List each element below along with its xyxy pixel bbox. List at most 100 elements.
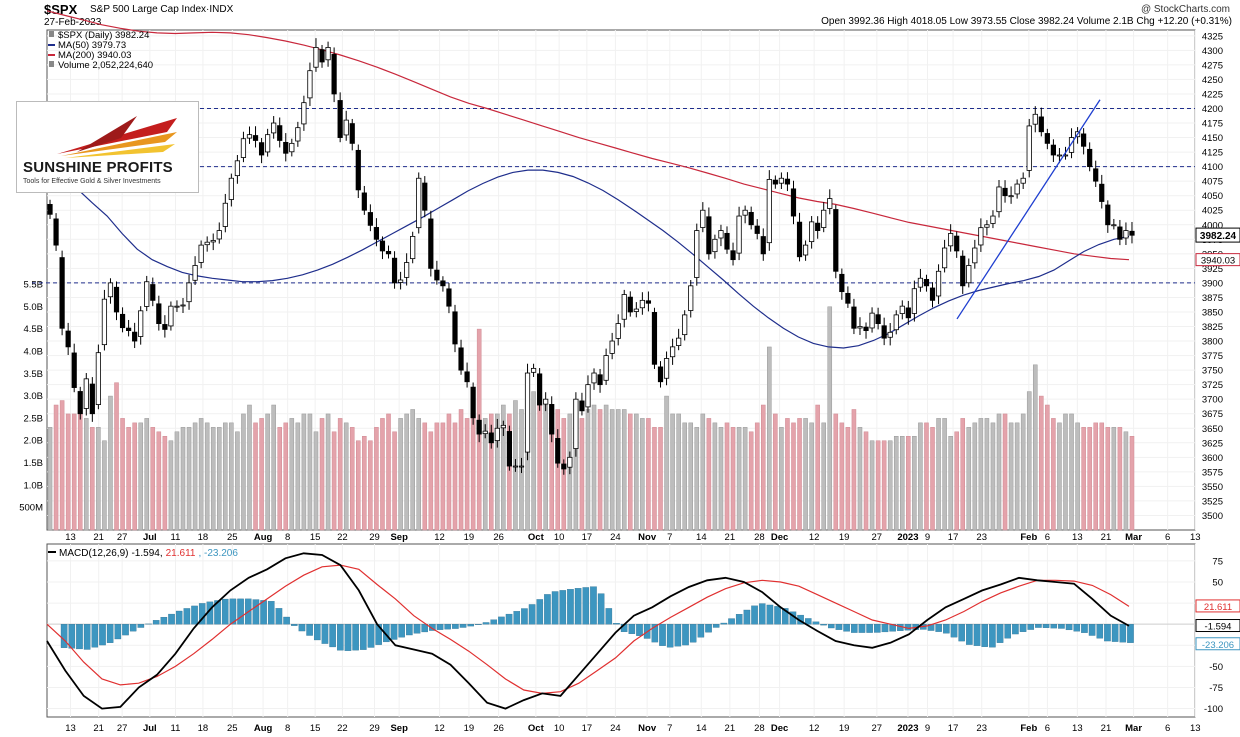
macd-legend-entry: MACD(12,26,9) bbox=[59, 548, 128, 559]
macd-histogram-bar bbox=[1096, 624, 1104, 639]
macd-histogram-bar bbox=[950, 624, 958, 638]
volume-bar bbox=[482, 418, 488, 531]
candle-body bbox=[1093, 168, 1099, 182]
volume-tick-label: 2.5B bbox=[23, 413, 43, 424]
macd-histogram-bar bbox=[1012, 624, 1019, 635]
volume-bar bbox=[301, 413, 307, 531]
macd-histogram-bar bbox=[935, 624, 942, 632]
x-axis-label: 13 bbox=[1190, 723, 1201, 734]
candle-body bbox=[494, 427, 500, 442]
x-axis-label: 12 bbox=[434, 723, 445, 734]
price-tick-label: 4250 bbox=[1202, 75, 1223, 86]
x-axis-label: 15 bbox=[310, 532, 321, 543]
volume-bar bbox=[924, 422, 929, 531]
volume-bar bbox=[615, 409, 621, 531]
volume-bar bbox=[132, 422, 137, 531]
candle-body bbox=[1099, 183, 1105, 202]
macd-histogram-bar bbox=[152, 620, 160, 625]
volume-bar bbox=[374, 427, 379, 531]
volume-bar bbox=[277, 427, 282, 531]
logo-tagline: Tools for Effective Gold & Silver Invest… bbox=[23, 178, 161, 185]
volume-bar bbox=[857, 427, 863, 531]
candle-body bbox=[585, 384, 591, 408]
price-legend-entry: MA(200) 3940.03 bbox=[58, 50, 131, 61]
candle-body bbox=[827, 198, 833, 209]
volume-bar bbox=[168, 440, 174, 531]
volume-bar bbox=[579, 418, 585, 531]
candle-body bbox=[512, 465, 519, 468]
candle-body bbox=[119, 313, 126, 329]
volume-bar bbox=[1051, 418, 1056, 531]
volume-bar bbox=[972, 422, 978, 531]
volume-bar bbox=[156, 431, 162, 531]
macd-histogram-bar bbox=[981, 624, 988, 647]
volume-bar bbox=[930, 427, 935, 531]
macd-histogram-bar bbox=[758, 603, 766, 625]
candle-body bbox=[845, 292, 851, 304]
volume-bar bbox=[356, 440, 361, 531]
volume-bar bbox=[893, 436, 899, 531]
candle-body bbox=[482, 430, 488, 435]
volume-bar bbox=[603, 404, 609, 531]
volume-bar bbox=[688, 422, 694, 531]
x-axis-label: 27 bbox=[117, 723, 128, 734]
x-axis-label: Oct bbox=[528, 723, 545, 734]
price-tick-label: 3625 bbox=[1202, 438, 1223, 449]
macd-histogram-bar bbox=[513, 611, 521, 625]
macd-histogram-bar bbox=[160, 616, 168, 625]
volume-bar bbox=[1099, 422, 1105, 531]
macd-value-box bbox=[1195, 619, 1240, 633]
price-tick-label: 4300 bbox=[1202, 46, 1223, 57]
volume-bar bbox=[150, 427, 156, 531]
price-tick-label: 4200 bbox=[1202, 104, 1223, 115]
volume-bar bbox=[458, 409, 464, 531]
x-axis-label: 26 bbox=[493, 532, 504, 543]
x-axis-label: 25 bbox=[227, 723, 238, 734]
macd-histogram-bar bbox=[482, 622, 490, 625]
volume-bar bbox=[102, 440, 107, 531]
x-axis-label: 17 bbox=[582, 723, 593, 734]
volume-bar bbox=[1057, 422, 1062, 531]
volume-tick-label: 3.0B bbox=[23, 391, 43, 402]
volume-tick-label: 500M bbox=[19, 503, 43, 514]
volume-bar bbox=[1117, 427, 1123, 531]
volume-bar bbox=[942, 418, 947, 531]
volume-bar bbox=[71, 413, 77, 531]
volume-bar bbox=[59, 400, 65, 531]
volume-bar bbox=[748, 431, 754, 531]
chart-date: 27-Feb-2023 bbox=[44, 17, 102, 28]
candle-body bbox=[670, 346, 676, 358]
candle-body bbox=[742, 209, 748, 216]
macd-histogram-bar bbox=[858, 624, 866, 633]
candle-body bbox=[307, 70, 313, 99]
macd-histogram-bar bbox=[1027, 624, 1035, 630]
macd-histogram-bar bbox=[60, 624, 68, 648]
volume-bar bbox=[712, 422, 718, 531]
macd-histogram-bar bbox=[943, 624, 950, 634]
volume-bar bbox=[1063, 413, 1068, 531]
macd-histogram-bar bbox=[329, 624, 336, 648]
x-axis-label: 19 bbox=[464, 723, 475, 734]
candle-body bbox=[77, 391, 83, 415]
macd-histogram-bar bbox=[191, 605, 198, 625]
x-axis-label: 21 bbox=[725, 723, 736, 734]
candle-body bbox=[216, 230, 222, 240]
x-axis-label: Aug bbox=[254, 723, 273, 734]
volume-bar bbox=[362, 436, 367, 531]
volume-bar bbox=[223, 422, 228, 531]
volume-bar bbox=[283, 422, 289, 531]
volume-tick-label: 1.5B bbox=[23, 458, 43, 469]
volume-bar bbox=[204, 422, 210, 531]
volume-bar bbox=[192, 422, 198, 531]
candle-body bbox=[138, 310, 144, 337]
candle-body bbox=[960, 255, 966, 287]
volume-bar bbox=[434, 422, 440, 531]
price-tick-label: 3925 bbox=[1202, 264, 1223, 275]
x-axis-label: 7 bbox=[667, 532, 672, 543]
candle-body bbox=[1050, 144, 1056, 156]
candle-body bbox=[857, 326, 863, 329]
macd-histogram-bar bbox=[712, 624, 720, 628]
candle-body bbox=[984, 224, 990, 228]
